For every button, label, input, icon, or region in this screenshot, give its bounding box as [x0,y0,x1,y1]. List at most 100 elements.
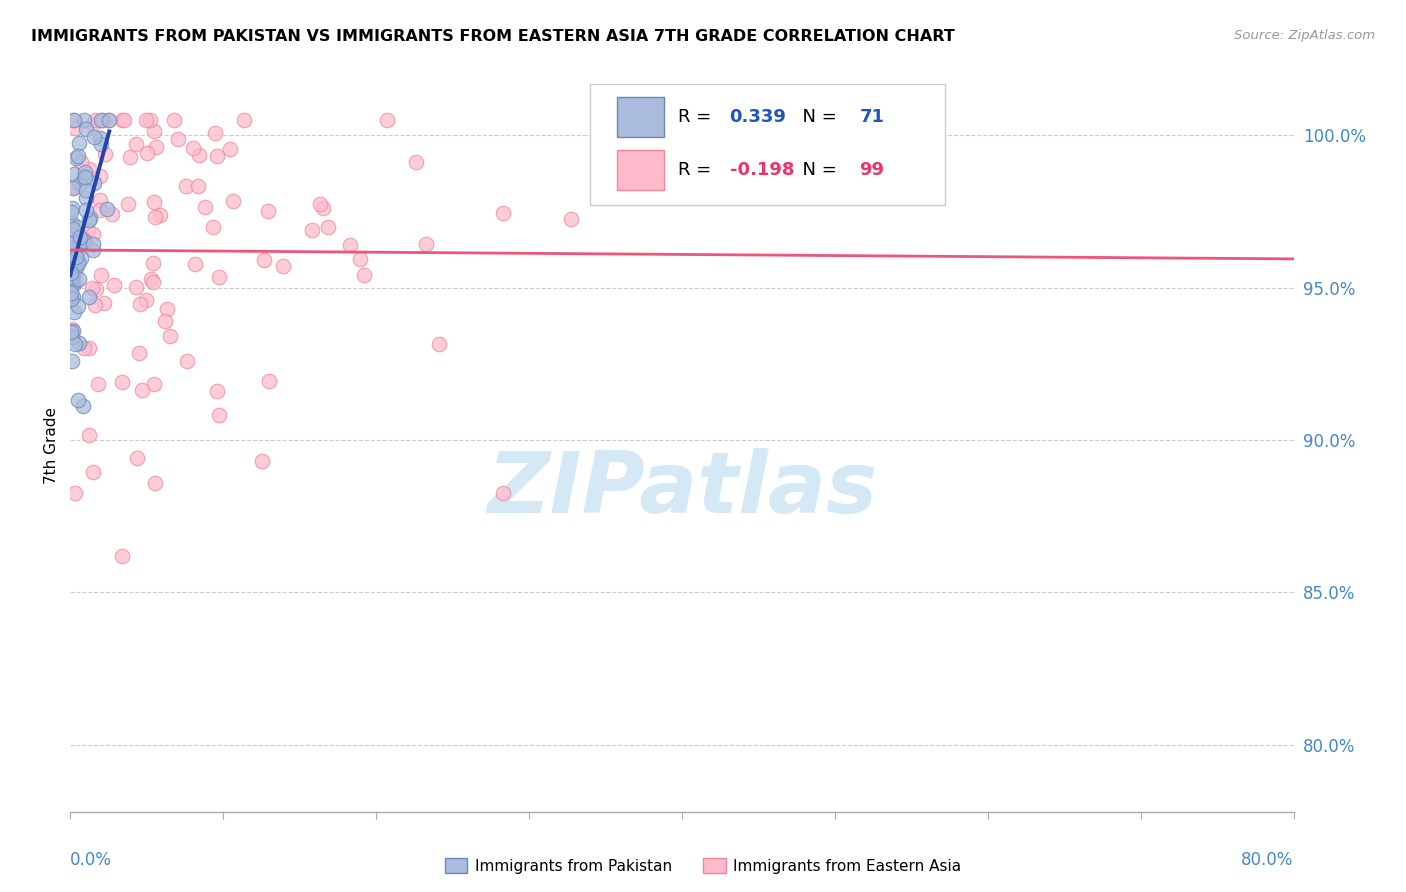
Point [135,293,157,308]
Point [75,183,97,197]
Point [60,354,83,368]
Point [259,374,281,388]
Point [75,191,97,205]
Point [70,232,93,246]
FancyBboxPatch shape [617,150,664,190]
Point [176,354,198,368]
Point [181,141,204,155]
Point [273,260,295,274]
Point [62,290,84,304]
Point [73,234,96,248]
Text: Source: ZipAtlas.com: Source: ZipAtlas.com [1234,29,1375,42]
Point [72,233,94,247]
FancyBboxPatch shape [591,84,945,204]
Point [90,112,112,127]
Point [66,257,89,271]
Point [62,112,84,127]
Point [60,267,83,281]
Point [67,300,90,314]
Point [60,270,83,285]
Point [62,277,84,292]
Point [208,408,231,422]
Point [257,204,280,219]
FancyBboxPatch shape [617,96,664,137]
Text: IMMIGRANTS FROM PAKISTAN VS IMMIGRANTS FROM EASTERN ASIA 7TH GRADE CORRELATION C: IMMIGRANTS FROM PAKISTAN VS IMMIGRANTS F… [31,29,955,44]
Point [128,346,150,360]
Point [60,268,83,283]
Point [65,151,87,165]
Point [135,112,157,127]
Point [66,247,89,261]
Point [145,140,167,154]
Point [72,399,94,413]
Point [205,149,228,163]
Point [65,250,87,264]
Text: N =: N = [790,108,842,126]
Point [67,136,90,151]
Point [60,271,83,285]
Point [70,155,93,169]
Text: 80.0%: 80.0% [1241,851,1294,869]
Point [77,428,100,442]
Point [62,181,84,195]
Point [60,286,83,301]
Point [75,122,97,136]
Point [312,202,335,216]
Point [84,281,107,295]
Point [60,255,83,269]
Point [62,222,84,236]
Point [60,227,83,242]
Point [93,295,115,310]
Text: -0.198: -0.198 [730,161,794,179]
Point [339,238,361,252]
Point [60,329,83,343]
Point [67,336,90,351]
Point [250,454,273,468]
Point [65,260,87,275]
Point [84,112,107,127]
Point [67,256,90,270]
Point [253,253,276,268]
Point [84,298,107,312]
Point [131,383,153,397]
Point [66,393,89,408]
Text: 0.339: 0.339 [730,108,786,126]
Point [89,202,111,217]
Point [492,485,515,500]
Point [415,237,437,252]
Point [98,112,121,127]
Point [141,272,163,286]
Text: 99: 99 [859,161,884,179]
Point [349,252,371,266]
Point [67,234,90,248]
Point [205,384,228,399]
Point [139,112,162,127]
Point [60,277,83,292]
Point [136,145,159,160]
Point [221,194,243,208]
Point [75,164,97,178]
Point [70,252,93,266]
Point [66,220,89,235]
Point [142,275,165,289]
Point [187,148,209,162]
Point [79,211,101,225]
Point [125,280,148,294]
Point [69,229,91,244]
Point [60,216,83,230]
Point [111,549,134,563]
Point [82,237,104,252]
Text: 71: 71 [859,108,884,126]
Point [219,142,242,156]
Point [65,254,87,268]
Point [90,268,112,282]
Point [82,227,104,242]
Point [143,476,166,491]
Point [117,196,139,211]
Point [89,194,111,208]
Point [94,147,117,161]
Point [153,314,176,328]
Point [63,121,86,136]
Point [83,177,105,191]
Point [65,276,87,290]
